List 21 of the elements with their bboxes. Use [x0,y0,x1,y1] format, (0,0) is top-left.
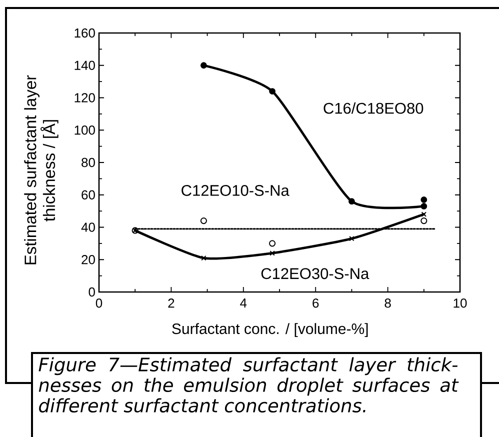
y-tick-label: 100 [74,126,95,135]
y-tick-label: 160 [74,28,95,38]
y-tick-label: 140 [74,60,95,70]
x-axis-title: Surfactant conc. / [volume-%] [172,323,368,338]
x-tick-label: 4 [240,298,247,308]
y-tick-label: 120 [74,93,95,102]
y-tick-label: 40 [81,222,95,232]
series-label: C12EO30-S-Na [261,268,370,280]
series-label: C12EO10-S-Na [182,184,290,196]
x-tick-label: 2 [168,298,174,308]
legend-label: C16/C18EO80 [324,102,424,114]
y-tick-label: 0 [88,287,95,297]
x-tick-label: 0 [96,298,102,308]
x-tick-label: 10 [454,298,467,308]
y-tick-label: 80 [82,158,95,168]
y-tick-label: 60 [82,190,95,200]
caption: Figure 7—Estimated surfactant layer thick-nesses on the emulsion droplet surfaces at different surfactant concentrations. [38,357,459,413]
x-tick-label: 6 [312,298,319,308]
x-tick-label: 8 [384,298,391,308]
y-tick-label: 20 [82,255,95,264]
y-axis-title: Estimated surfactant layer thickness / [Å] [24,75,58,264]
